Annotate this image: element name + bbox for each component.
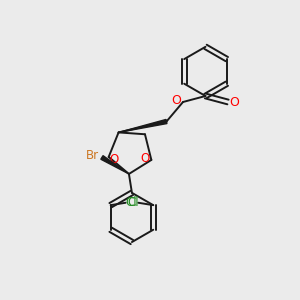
Text: Cl: Cl — [127, 196, 139, 209]
Text: Br: Br — [86, 148, 100, 161]
Polygon shape — [101, 156, 129, 174]
Text: O: O — [172, 94, 181, 107]
Text: O: O — [110, 153, 119, 167]
Polygon shape — [118, 119, 167, 132]
Text: Cl: Cl — [125, 196, 136, 209]
Text: O: O — [230, 95, 239, 109]
Text: O: O — [140, 152, 149, 165]
